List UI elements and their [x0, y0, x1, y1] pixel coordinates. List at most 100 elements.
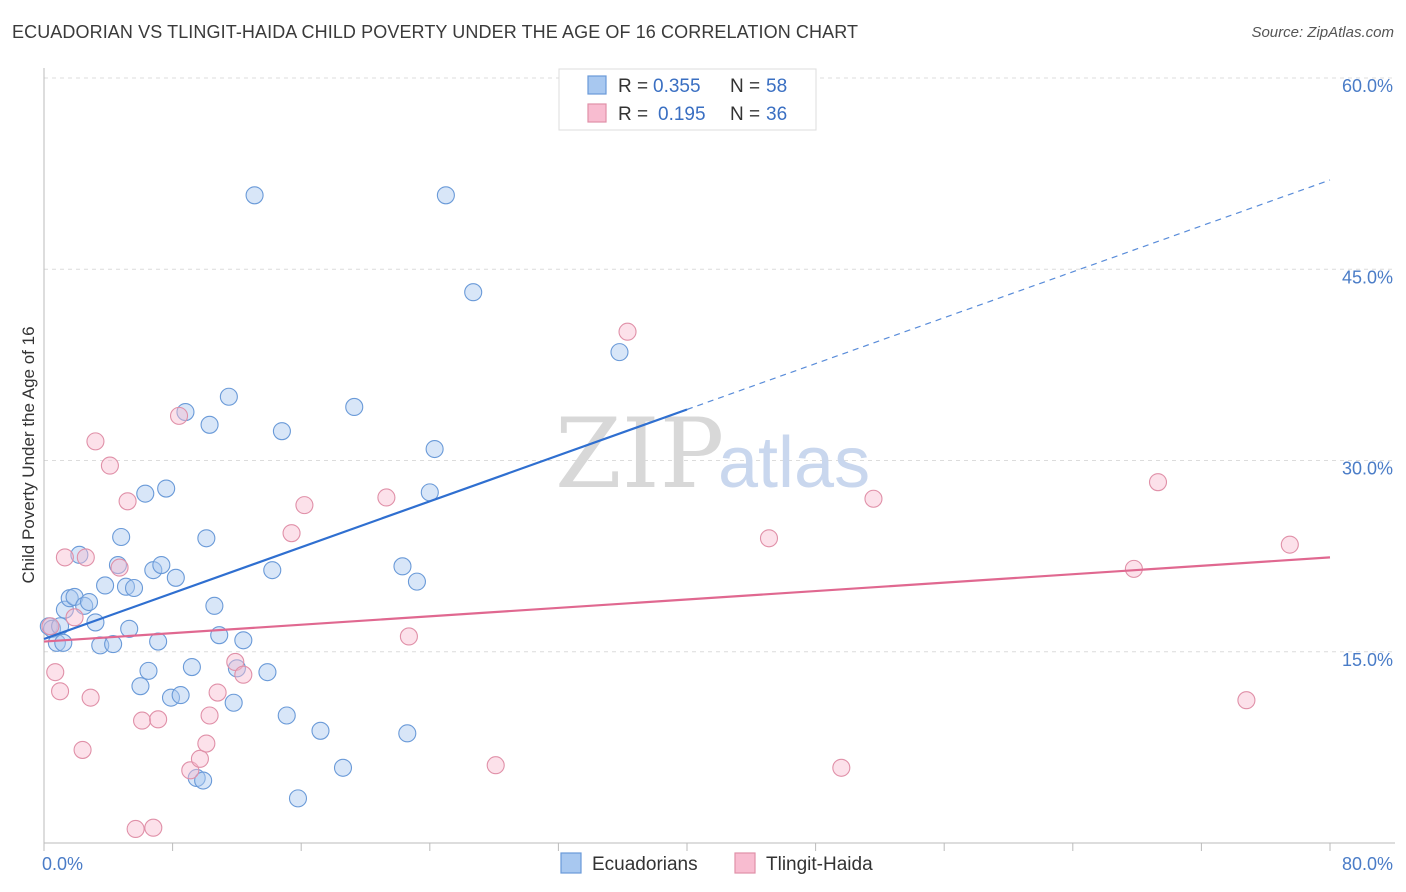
y-tick-label-1: 30.0%: [1342, 459, 1393, 479]
trend-line-0: [43, 408, 688, 641]
point-ecuadorians-50: [345, 397, 364, 417]
point-ecuadorians-47: [288, 789, 308, 808]
point-tlingit-haida-20: [200, 706, 219, 725]
x-tick-label-1: 80.0%: [1342, 854, 1393, 874]
point-tlingit-haida-27: [399, 627, 418, 646]
point-ecuadorians-5: [55, 600, 74, 619]
point-ecuadorians-56: [436, 186, 455, 205]
point-tlingit-haida-21: [208, 683, 227, 702]
point-tlingit-haida-23: [234, 665, 253, 684]
stats-legend: R = 0.355 N = 58 R = 0.195 N = 36: [558, 68, 817, 131]
point-ecuadorians-21: [136, 484, 155, 503]
source-label: Source: ZipAtlas.com: [1251, 24, 1394, 41]
legend-r-value-1: 0.195: [658, 104, 706, 125]
point-ecuadorians-14: [104, 635, 123, 654]
y-tick-label-3: 60.0%: [1342, 76, 1393, 96]
point-tlingit-haida-0: [41, 617, 60, 636]
point-ecuadorians-18: [120, 619, 139, 638]
series-name-ecuadorians: Ecuadorians: [592, 854, 698, 875]
point-ecuadorians-42: [245, 186, 264, 205]
x-tick-labels: 0.0% 80.0%: [42, 854, 1393, 874]
point-tlingit-haida-9: [100, 456, 119, 475]
y-axis-label: Child Poverty Under the Age of 16: [19, 326, 38, 583]
point-ecuadorians-41: [234, 631, 253, 650]
point-ecuadorians-39: [224, 693, 243, 712]
trend-lines: [43, 179, 1331, 643]
legend-swatch-ecuadorians: [587, 75, 607, 95]
point-ecuadorians-57: [464, 283, 483, 302]
point-ecuadorians-49: [333, 758, 353, 777]
watermark-atlas: atlas: [718, 423, 870, 503]
point-ecuadorians-35: [200, 415, 219, 434]
point-tlingit-haida-8: [86, 432, 105, 451]
point-tlingit-haida-36: [1280, 535, 1299, 554]
point-tlingit-haida-5: [73, 740, 92, 759]
point-tlingit-haida-35: [1237, 691, 1256, 710]
legend-n-value-0: 58: [766, 76, 787, 97]
point-tlingit-haida-19: [197, 734, 216, 753]
point-tlingit-haida-12: [126, 819, 145, 839]
point-tlingit-haida-3: [55, 548, 74, 567]
point-ecuadorians-38: [219, 387, 238, 406]
point-tlingit-haida-25: [295, 496, 314, 515]
trend-line-1: [43, 556, 1331, 643]
point-ecuadorians-34: [197, 529, 216, 548]
point-tlingit-haida-26: [377, 488, 396, 507]
point-tlingit-haida-30: [759, 529, 779, 548]
point-ecuadorians-16: [112, 527, 131, 547]
series-swatch-ecuadorians: [560, 852, 582, 874]
series-legend: Ecuadorians Tlingit-Haida: [560, 852, 873, 875]
point-tlingit-haida-11: [118, 492, 137, 511]
point-ecuadorians-28: [166, 568, 185, 587]
point-ecuadorians-52: [398, 724, 417, 743]
point-tlingit-haida-22: [226, 652, 245, 672]
legend-n-label-0: N =: [730, 76, 760, 97]
point-tlingit-haida-2: [51, 682, 70, 701]
data-points: [39, 186, 1299, 839]
point-tlingit-haida-14: [144, 818, 163, 837]
point-tlingit-haida-29: [618, 322, 637, 341]
point-ecuadorians-58: [610, 343, 629, 362]
point-tlingit-haida-1: [46, 663, 65, 682]
trend-extension-0: [686, 179, 1331, 411]
point-tlingit-haida-32: [864, 489, 883, 508]
watermark-zip: ZIP: [555, 398, 724, 510]
point-tlingit-haida-18: [190, 749, 209, 768]
point-ecuadorians-20: [131, 677, 150, 696]
point-ecuadorians-31: [182, 657, 201, 677]
point-ecuadorians-4: [54, 633, 73, 652]
point-tlingit-haida-6: [76, 548, 95, 567]
point-ecuadorians-45: [272, 422, 291, 441]
point-tlingit-haida-24: [282, 524, 301, 543]
legend-r-label-0: R =: [618, 76, 648, 97]
watermark: ZIP atlas: [555, 398, 870, 510]
point-ecuadorians-43: [258, 663, 277, 682]
point-ecuadorians-44: [263, 561, 282, 580]
x-tick-label-0: 0.0%: [42, 854, 83, 874]
point-tlingit-haida-10: [110, 558, 129, 577]
point-ecuadorians-13: [96, 576, 115, 595]
point-tlingit-haida-15: [149, 710, 168, 729]
point-tlingit-haida-4: [65, 608, 84, 627]
point-tlingit-haida-28: [486, 756, 505, 775]
point-tlingit-haida-31: [832, 758, 851, 777]
series-swatch-tlingit-haida: [734, 852, 756, 874]
series-name-tlingit-haida: Tlingit-Haida: [766, 854, 873, 875]
legend-swatch-tlingit-haida: [587, 103, 607, 123]
legend-r-value-0: 0.355: [653, 76, 701, 97]
point-ecuadorians-24: [149, 632, 168, 651]
point-ecuadorians-48: [311, 721, 330, 740]
chart-title: ECUADORIAN VS TLINGIT-HAIDA CHILD POVERT…: [12, 22, 859, 42]
point-ecuadorians-53: [407, 572, 426, 591]
point-ecuadorians-46: [277, 706, 296, 725]
y-tick-labels: 15.0% 30.0% 45.0% 60.0%: [1342, 76, 1393, 670]
point-tlingit-haida-16: [169, 406, 189, 425]
legend-n-label-1: N =: [730, 104, 760, 125]
point-ecuadorians-29: [171, 686, 190, 705]
point-ecuadorians-26: [157, 479, 176, 498]
legend-n-value-1: 36: [766, 104, 787, 125]
point-tlingit-haida-13: [133, 711, 152, 730]
point-ecuadorians-22: [139, 661, 158, 680]
point-ecuadorians-51: [393, 557, 412, 576]
